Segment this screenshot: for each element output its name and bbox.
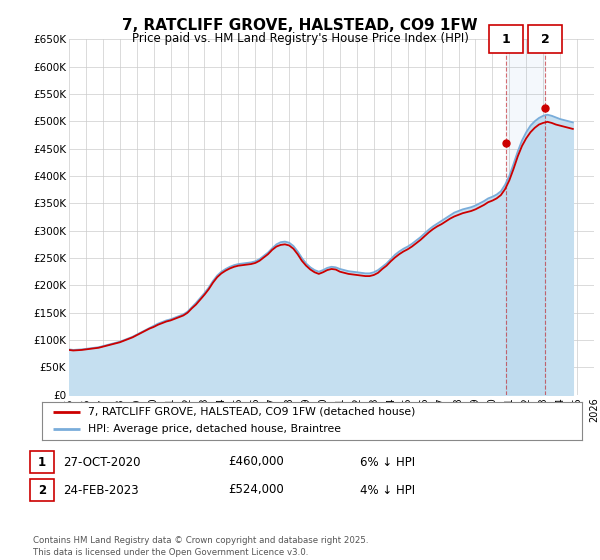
- Text: 6% ↓ HPI: 6% ↓ HPI: [360, 455, 415, 469]
- Text: 24-FEB-2023: 24-FEB-2023: [63, 483, 139, 497]
- Text: HPI: Average price, detached house, Braintree: HPI: Average price, detached house, Brai…: [88, 424, 341, 435]
- Text: £524,000: £524,000: [228, 483, 284, 497]
- FancyBboxPatch shape: [489, 25, 523, 53]
- Text: £460,000: £460,000: [228, 455, 284, 469]
- Text: 1: 1: [502, 32, 511, 46]
- Text: Price paid vs. HM Land Registry's House Price Index (HPI): Price paid vs. HM Land Registry's House …: [131, 32, 469, 45]
- FancyBboxPatch shape: [528, 25, 562, 53]
- Text: 7, RATCLIFF GROVE, HALSTEAD, CO9 1FW (detached house): 7, RATCLIFF GROVE, HALSTEAD, CO9 1FW (de…: [88, 407, 415, 417]
- Text: 7, RATCLIFF GROVE, HALSTEAD, CO9 1FW: 7, RATCLIFF GROVE, HALSTEAD, CO9 1FW: [122, 18, 478, 33]
- Text: Contains HM Land Registry data © Crown copyright and database right 2025.
This d: Contains HM Land Registry data © Crown c…: [33, 536, 368, 557]
- Text: 27-OCT-2020: 27-OCT-2020: [63, 455, 140, 469]
- Text: 4% ↓ HPI: 4% ↓ HPI: [360, 483, 415, 497]
- Text: 2: 2: [541, 32, 550, 46]
- Text: 1: 1: [38, 455, 46, 469]
- Text: 2: 2: [38, 483, 46, 497]
- Bar: [506, 39, 545, 395]
